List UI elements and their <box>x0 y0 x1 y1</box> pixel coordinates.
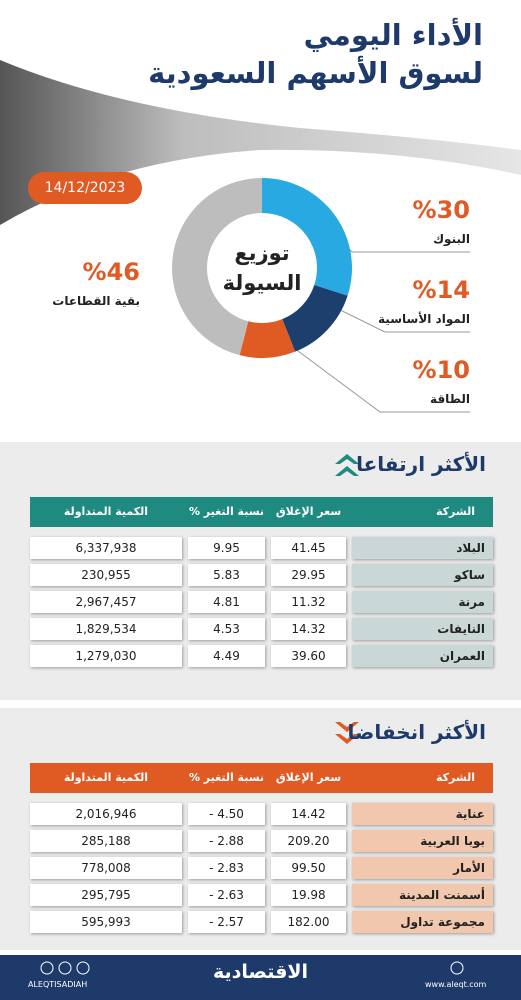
table-cell: 29.95 <box>271 564 346 586</box>
section-title: الأكثر انخفاضا <box>347 720 486 744</box>
title: لسوق الأسهم السعودية <box>148 56 483 90</box>
table-cell: 41.45 <box>271 537 346 559</box>
date-pill <box>28 172 142 204</box>
up-icon <box>335 454 359 476</box>
social-icons <box>40 961 90 975</box>
donut <box>171 178 353 359</box>
table-cell: النايفات <box>352 618 493 640</box>
donut-slice <box>171 178 262 356</box>
header-cell: الشركة <box>435 771 475 784</box>
table-cell: 295,795 <box>30 884 182 906</box>
table-cell: ساكو <box>352 564 493 586</box>
table-header <box>30 763 493 793</box>
section-title: الأكثر ارتفاعا <box>356 452 486 476</box>
table-cell: 4.49 <box>188 645 265 667</box>
title: الأداء اليومي <box>303 18 483 52</box>
table-cell: العمران <box>352 645 493 667</box>
value-label: %30 <box>412 196 470 224</box>
swoosh <box>0 60 521 225</box>
table-cell: 5.83 <box>188 564 265 586</box>
donut-slice <box>262 178 353 296</box>
category-label: بقية القطاعات <box>52 294 140 308</box>
table-cell: 4.53 <box>188 618 265 640</box>
value-label: %14 <box>412 276 470 304</box>
table-cell: عناية <box>352 803 493 825</box>
table-cell: مجموعة تداول <box>352 911 493 933</box>
table-cell: 14.32 <box>271 618 346 640</box>
donut-slice <box>239 319 296 359</box>
table-cell: 19.98 <box>271 884 346 906</box>
category-label: المواد الأساسية <box>378 312 470 326</box>
table-cell: 4.81 <box>188 591 265 613</box>
value-label: %10 <box>412 356 470 384</box>
chart-title: توزيع السيولة <box>222 241 302 295</box>
table-cell: 11.32 <box>271 591 346 613</box>
table-cell: 39.60 <box>271 645 346 667</box>
value-label: %46 <box>82 258 140 286</box>
table-cell: 285,188 <box>30 830 182 852</box>
background <box>0 60 521 413</box>
header-cell: الكمية المتداولة <box>63 771 149 784</box>
table-cell: 2,967,457 <box>30 591 182 613</box>
table-cell: 209.20 <box>271 830 346 852</box>
site: www.aleqt.com <box>425 980 487 989</box>
footer: الاقتصادية ALEQTISADIAH www.aleqt.com <box>0 955 521 1000</box>
header-cell: سعر الإغلاق <box>275 505 342 518</box>
table-cell: 778,008 <box>30 857 182 879</box>
table-cell: - 4.50 <box>188 803 265 825</box>
table-cell: 9.95 <box>188 537 265 559</box>
table-cell: - 2.88 <box>188 830 265 852</box>
header-cell: نسبة التغير % <box>188 505 265 518</box>
table-cell: 182.00 <box>271 911 346 933</box>
donut-slice <box>282 284 348 352</box>
table-cell: - 2.63 <box>188 884 265 906</box>
down-icon <box>335 722 359 744</box>
table-cell: - 2.57 <box>188 911 265 933</box>
table-cell: البلاد <box>352 537 493 559</box>
table-cell: 6,337,938 <box>30 537 182 559</box>
table-cell: الأمار <box>352 857 493 879</box>
category-label: البنوك <box>433 232 470 246</box>
web-icon <box>450 961 464 975</box>
table-cell: 595,993 <box>30 911 182 933</box>
table-cell: مرنة <box>352 591 493 613</box>
category-label: الطاقة <box>430 392 470 406</box>
leader-line <box>289 344 470 413</box>
table-cell: 1,829,534 <box>30 618 182 640</box>
table-cell: 2,016,946 <box>30 803 182 825</box>
table-cell: 1,279,030 <box>30 645 182 667</box>
table-cell: 230,955 <box>30 564 182 586</box>
leader-line <box>319 299 470 333</box>
table-cell: بوبا العربية <box>352 830 493 852</box>
handle: ALEQTISADIAH <box>28 980 88 989</box>
header-cell: الشركة <box>435 505 475 518</box>
table-cell: 99.50 <box>271 857 346 879</box>
header-cell: سعر الإغلاق <box>275 771 342 784</box>
table-cell: 14.42 <box>271 803 346 825</box>
date: 14/12/2023 <box>44 180 126 196</box>
logo: الاقتصادية <box>212 961 309 983</box>
table-header <box>30 497 493 527</box>
table-cell: - 2.83 <box>188 857 265 879</box>
header-cell: الكمية المتداولة <box>63 505 149 518</box>
falling-section <box>0 708 521 950</box>
table-cell: أسمنت المدينة <box>352 884 493 906</box>
header-cell: نسبة التغير % <box>188 771 265 784</box>
